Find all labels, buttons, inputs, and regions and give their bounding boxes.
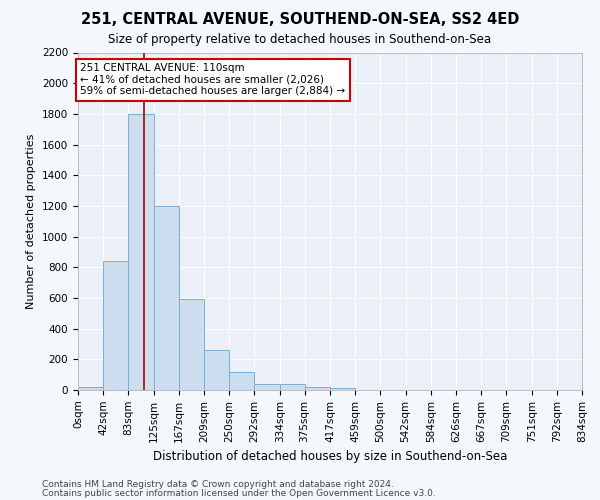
Text: 251 CENTRAL AVENUE: 110sqm
← 41% of detached houses are smaller (2,026)
59% of s: 251 CENTRAL AVENUE: 110sqm ← 41% of deta… xyxy=(80,63,346,96)
Bar xyxy=(179,300,205,390)
X-axis label: Distribution of detached houses by size in Southend-on-Sea: Distribution of detached houses by size … xyxy=(153,450,507,463)
Bar xyxy=(305,387,330,390)
Bar xyxy=(128,114,154,390)
Bar xyxy=(154,206,179,390)
Bar xyxy=(254,384,280,390)
Bar xyxy=(103,261,128,390)
Text: Contains HM Land Registry data © Crown copyright and database right 2024.: Contains HM Land Registry data © Crown c… xyxy=(42,480,394,489)
Text: 251, CENTRAL AVENUE, SOUTHEND-ON-SEA, SS2 4ED: 251, CENTRAL AVENUE, SOUTHEND-ON-SEA, SS… xyxy=(81,12,519,28)
Bar xyxy=(229,372,254,390)
Bar xyxy=(78,387,103,390)
Text: Size of property relative to detached houses in Southend-on-Sea: Size of property relative to detached ho… xyxy=(109,32,491,46)
Y-axis label: Number of detached properties: Number of detached properties xyxy=(26,134,37,309)
Bar xyxy=(280,384,305,390)
Bar xyxy=(330,388,355,390)
Text: Contains public sector information licensed under the Open Government Licence v3: Contains public sector information licen… xyxy=(42,490,436,498)
Bar xyxy=(205,350,229,390)
